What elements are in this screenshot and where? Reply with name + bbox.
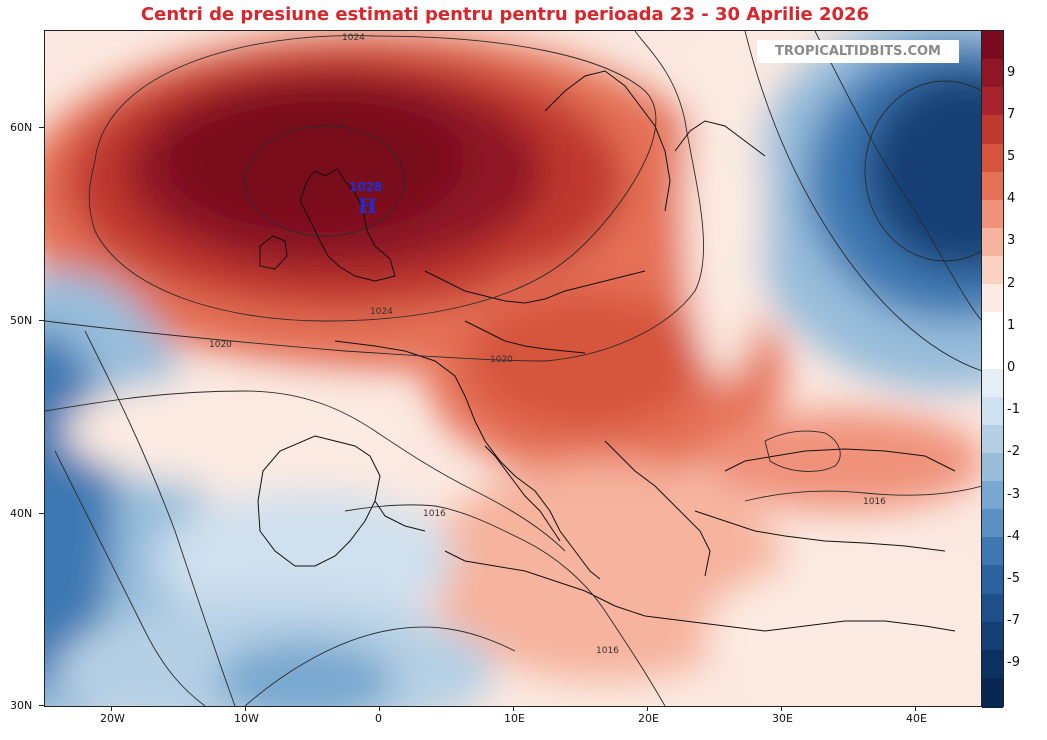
colorbar-segment: [982, 565, 1003, 596]
map-canvas: 1024 1024 1020 1020 1016 1016 1016 1028 …: [45, 31, 982, 706]
contour-labels: 1024 1024 1020 1020 1016 1016 1016: [209, 33, 886, 656]
lon-label-10e: 10E: [504, 712, 525, 725]
isobar-1016-central: [344, 504, 666, 706]
colorbar-label: -4: [1007, 529, 1020, 544]
colorbar-label: 2: [1007, 276, 1016, 291]
contour-label-1016-south: 1016: [596, 646, 619, 656]
colorbar-label: 0: [1007, 360, 1016, 375]
lon-label-40e: 40E: [906, 712, 927, 725]
isobar-atlantic-1: [54, 450, 206, 706]
colorbar-segment: [982, 593, 1003, 624]
source-watermark: TROPICALTIDBITS.COM: [757, 40, 959, 63]
contour-label-1024-top: 1024: [342, 33, 365, 43]
colorbar-label: 9: [1007, 65, 1016, 80]
lon-label-20e: 20E: [638, 712, 659, 725]
anomaly-field: [45, 31, 982, 706]
high-pressure-symbol: H: [358, 194, 377, 218]
colorbar-label: -7: [1007, 613, 1020, 628]
isobar-1020: [45, 31, 704, 362]
isobar-1028: [244, 125, 406, 237]
lon-label-20w: 20W: [100, 712, 125, 725]
colorbar-segment: [982, 424, 1003, 455]
colorbar-segment: [982, 649, 1003, 680]
anomaly-map: 1024 1024 1020 1020 1016 1016 1016 1028 …: [44, 30, 983, 707]
lat-tick: [39, 127, 44, 128]
colorbar-segment: [982, 227, 1003, 258]
lon-tick: [513, 706, 514, 711]
colorbar-segment: [982, 340, 1003, 371]
contour-label-1024: 1024: [370, 307, 393, 317]
lat-tick: [39, 320, 44, 321]
isobar-low-2: [744, 31, 982, 372]
colorbar-label: 4: [1007, 191, 1016, 206]
colorbar-segment: [982, 284, 1003, 315]
lon-tick: [915, 706, 916, 711]
isobar-1024: [88, 35, 657, 322]
isobar-small-east: [764, 430, 841, 472]
colorbar-segment: [982, 452, 1003, 483]
lon-label-0: 0: [375, 712, 382, 725]
contour-label-1016-west: 1016: [423, 509, 446, 519]
lon-tick: [379, 706, 380, 711]
colorbar-segment: [982, 256, 1003, 286]
lon-tick: [111, 706, 112, 711]
colorbar-segment: [982, 481, 1003, 511]
colorbar-segment: [982, 87, 1003, 118]
colorbar-segment: [982, 396, 1003, 427]
colorbar-label: -1: [1007, 402, 1020, 417]
colorbar-label: 3: [1007, 233, 1016, 248]
colorbar-label: -2: [1007, 444, 1020, 459]
colorbar-label: 5: [1007, 149, 1016, 164]
lat-tick: [39, 705, 44, 706]
lon-tick: [647, 706, 648, 711]
colorbar-label: 7: [1007, 107, 1016, 122]
lon-label-30e: 30E: [772, 712, 793, 725]
colorbar-segment: [982, 509, 1003, 540]
colorbar-segment: [982, 368, 1003, 399]
lon-tick: [781, 706, 782, 711]
colorbar-segment: [982, 143, 1003, 174]
colorbar-segment: [982, 537, 1003, 568]
isobar-atlantic-2: [84, 330, 236, 706]
isobar-1016-east: [744, 485, 982, 502]
contour-label-1020-central: 1020: [490, 355, 513, 365]
colorbar-segment: [982, 171, 1003, 202]
isobar-low-center: [864, 80, 982, 262]
lat-label-50n: 50N: [10, 314, 33, 327]
colorbar-label: 1: [1007, 318, 1016, 333]
high-pressure-center: 1028 H: [349, 180, 382, 218]
colorbar-segment: [982, 59, 1003, 90]
lat-label-40n: 40N: [10, 507, 33, 520]
isobar-1016-west: [45, 390, 566, 552]
lon-tick: [245, 706, 246, 711]
colorbar-segment: [982, 312, 1003, 343]
lon-label-10w: 10W: [234, 712, 259, 725]
contour-label-1020-west: 1020: [209, 340, 232, 350]
lat-tick: [39, 513, 44, 514]
isobar-africa: [244, 626, 516, 706]
map-title: Centri de presiune estimati pentru pentr…: [140, 4, 870, 25]
colorbar-segment: [982, 199, 1003, 230]
colorbar-label: -3: [1007, 487, 1020, 502]
colorbar-segment: [982, 31, 1003, 61]
lat-label-60n: 60N: [10, 121, 33, 134]
lat-label-30n: 30N: [10, 699, 33, 712]
isobars: [45, 31, 982, 706]
colorbar-label: -5: [1007, 571, 1020, 586]
colorbar-label: -9: [1007, 655, 1020, 670]
colorbar-segment: [982, 621, 1003, 652]
high-pressure-value: 1028: [349, 180, 382, 194]
contour-label-1016-east: 1016: [863, 497, 886, 507]
colorbar-segment: [982, 115, 1003, 146]
colorbar: [981, 30, 1004, 708]
isobar-low-1: [814, 31, 982, 322]
colorbar-segment: [982, 677, 1003, 708]
